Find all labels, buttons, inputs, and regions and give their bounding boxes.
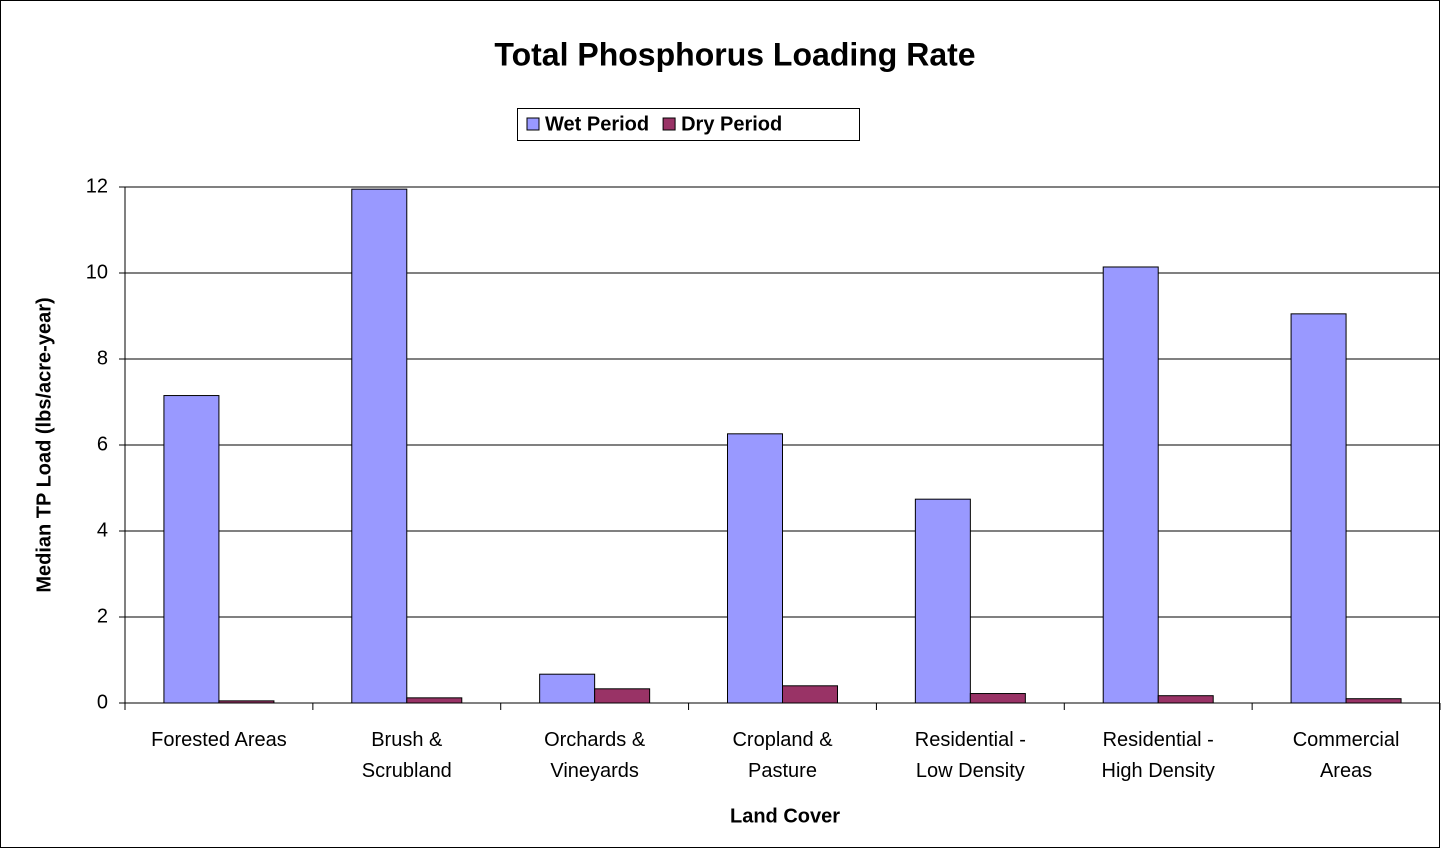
bar bbox=[1345, 698, 1402, 704]
x-tick-label: Forested Areas bbox=[151, 729, 287, 751]
y-axis-label: Median TP Load (lbs/acre-year) bbox=[33, 297, 55, 592]
bar bbox=[1157, 695, 1214, 704]
y-tick-label: 10 bbox=[86, 261, 108, 283]
chart-title: Total Phosphorus Loading Rate bbox=[494, 36, 975, 72]
y-tick-label: 8 bbox=[97, 347, 108, 369]
legend-label: Wet Period bbox=[545, 113, 649, 135]
bar bbox=[1290, 313, 1347, 704]
x-tick-label: Residential - High Density bbox=[1101, 729, 1215, 782]
x-tick-label: Orchards & Vineyards bbox=[544, 729, 646, 782]
legend-label: Dry Period bbox=[681, 113, 782, 135]
bar bbox=[914, 498, 971, 704]
bar bbox=[1102, 266, 1159, 704]
bar bbox=[727, 433, 783, 704]
bar bbox=[406, 697, 463, 704]
x-axis-label: Land Cover bbox=[730, 805, 840, 827]
y-tick-label: 12 bbox=[86, 175, 108, 197]
legend-swatch bbox=[662, 117, 676, 131]
bar bbox=[782, 685, 838, 704]
y-tick-label: 6 bbox=[97, 433, 108, 455]
legend-box bbox=[517, 108, 860, 141]
x-tick-label: Commercial Areas bbox=[1292, 729, 1400, 782]
bar bbox=[351, 188, 408, 704]
x-tick-label: Brush & Scrubland bbox=[361, 729, 452, 782]
x-tick-label: Cropland & Pasture bbox=[732, 729, 833, 782]
y-tick-label: 0 bbox=[97, 691, 108, 713]
bar bbox=[594, 688, 651, 704]
legend-swatch bbox=[526, 117, 540, 131]
bar bbox=[969, 693, 1026, 704]
bar bbox=[163, 395, 220, 704]
y-tick-label: 2 bbox=[97, 605, 108, 627]
y-tick-label: 4 bbox=[97, 519, 108, 541]
x-tick-label: Residential - Low Density bbox=[914, 729, 1026, 782]
bar bbox=[539, 673, 596, 704]
